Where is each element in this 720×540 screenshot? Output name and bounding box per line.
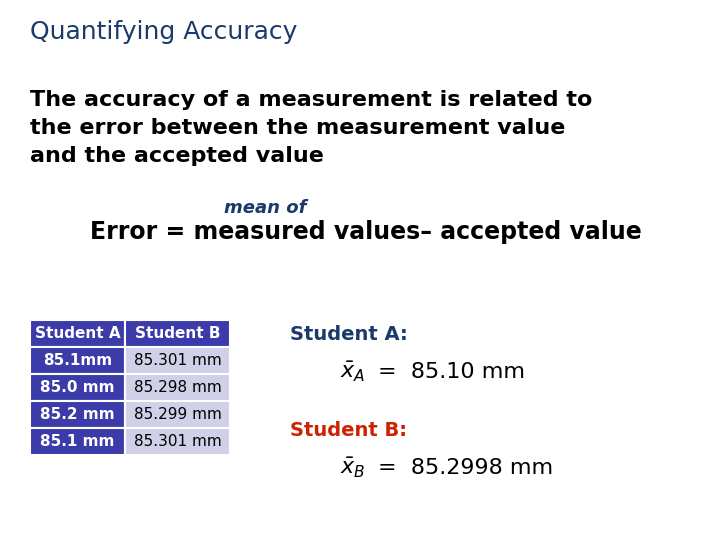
Text: The accuracy of a measurement is related to: The accuracy of a measurement is related… — [30, 90, 593, 110]
FancyBboxPatch shape — [30, 374, 125, 401]
Text: mean of: mean of — [224, 199, 306, 217]
FancyBboxPatch shape — [30, 401, 125, 428]
Text: =  85.2998 mm: = 85.2998 mm — [378, 458, 553, 478]
FancyBboxPatch shape — [30, 320, 125, 347]
Text: 85.301 mm: 85.301 mm — [134, 434, 221, 449]
FancyBboxPatch shape — [30, 347, 125, 374]
Text: =  85.10 mm: = 85.10 mm — [378, 362, 525, 382]
FancyBboxPatch shape — [125, 320, 230, 347]
Text: 85.0 mm: 85.0 mm — [40, 380, 114, 395]
Text: $\bar{x}_A$: $\bar{x}_A$ — [340, 360, 366, 384]
Text: Student B:: Student B: — [290, 421, 407, 440]
Text: 85.1 mm: 85.1 mm — [40, 434, 114, 449]
Text: Student A:: Student A: — [290, 326, 408, 345]
Text: and the accepted value: and the accepted value — [30, 146, 324, 166]
Text: 85.2 mm: 85.2 mm — [40, 407, 114, 422]
FancyBboxPatch shape — [30, 428, 125, 455]
Text: $\bar{x}_B$: $\bar{x}_B$ — [340, 456, 366, 480]
FancyBboxPatch shape — [125, 374, 230, 401]
Text: 85.299 mm: 85.299 mm — [134, 407, 222, 422]
Text: Error = measured values– accepted value: Error = measured values– accepted value — [90, 220, 642, 244]
FancyBboxPatch shape — [125, 428, 230, 455]
Text: Student A: Student A — [35, 326, 120, 341]
FancyBboxPatch shape — [125, 347, 230, 374]
Text: the error between the measurement value: the error between the measurement value — [30, 118, 565, 138]
FancyBboxPatch shape — [125, 401, 230, 428]
Text: Quantifying Accuracy: Quantifying Accuracy — [30, 20, 297, 44]
Text: Student B: Student B — [135, 326, 220, 341]
Text: 85.1mm: 85.1mm — [43, 353, 112, 368]
Text: 85.298 mm: 85.298 mm — [134, 380, 221, 395]
Text: 85.301 mm: 85.301 mm — [134, 353, 221, 368]
